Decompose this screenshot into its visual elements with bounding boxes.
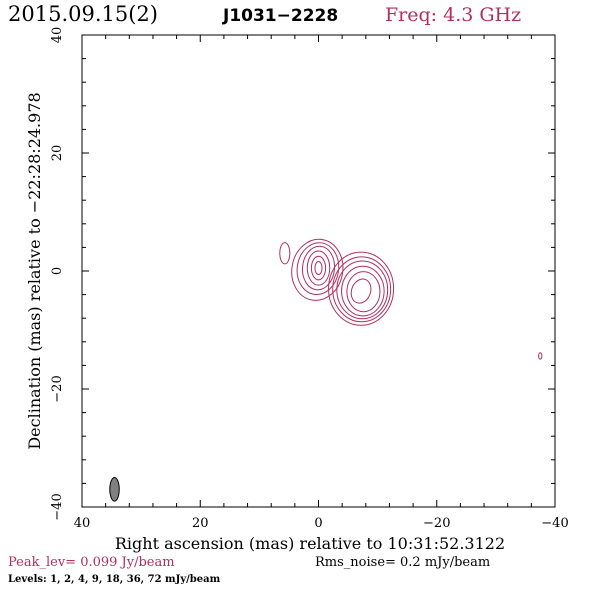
y-tick-label: −40 [50,493,65,520]
contour-jet-6 [350,278,372,304]
x-tick-label: −40 [541,516,568,531]
contour-core-4 [306,250,331,286]
x-tick-label: −20 [423,516,450,531]
contour-core-1 [291,238,344,301]
observation-date: 2015.09.15(2) [8,2,158,26]
y-tick-label: −20 [50,375,65,402]
contour-jet-2 [332,256,392,323]
x-tick-label: 20 [192,516,209,531]
y-tick-label: 0 [50,267,65,275]
contour-layer [279,238,543,360]
restoring-beam [109,477,120,502]
plot-frame [81,34,556,508]
contour-east-knot-1 [279,242,291,265]
contour-jet-4 [341,265,385,317]
peak-level: Peak_lev= 0.099 Jy/beam [8,555,175,570]
x-tick-label: 0 [314,516,322,531]
source-name: J1031−2228 [222,6,338,26]
contour-core-3 [301,245,336,291]
tick-labels: 40 20 0 −20 −40 −40 −20 0 20 40 [50,27,569,531]
contour-levels: Levels: 1, 2, 4, 9, 18, 36, 72 mJy/beam [8,574,221,585]
contour-jet-3 [336,260,389,320]
x-axis-label: Right ascension (mas) relative to 10:31:… [115,534,505,553]
contour-core-6 [314,261,323,276]
axis-ticks [81,34,556,508]
beam-layer [109,477,120,502]
contour-core-5 [310,255,327,281]
y-tick-label: 40 [50,27,65,44]
y-axis-label: Declination (mas) relative to −22:28:24.… [25,92,44,449]
x-tick-label: 40 [74,516,91,531]
y-tick-label: 20 [50,145,65,162]
contour-core-2 [296,242,340,296]
contour-jet-1 [328,251,395,326]
contour-far-west-spot-1 [538,352,543,360]
rms-noise: Rms_noise= 0.2 mJy/beam [315,555,490,570]
contour-jet-5 [346,271,381,313]
frequency-label: Freq: 4.3 GHz [385,4,521,26]
